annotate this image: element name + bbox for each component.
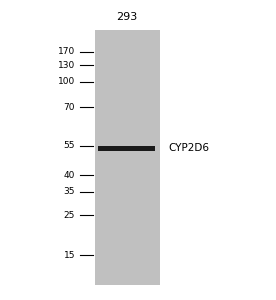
Text: 130: 130 (58, 61, 75, 70)
Text: 70: 70 (63, 103, 75, 112)
Text: 15: 15 (63, 250, 75, 260)
Text: 25: 25 (64, 211, 75, 220)
Text: 100: 100 (58, 77, 75, 86)
Text: 40: 40 (64, 170, 75, 179)
Text: 55: 55 (63, 142, 75, 151)
Text: 170: 170 (58, 47, 75, 56)
Text: 35: 35 (63, 188, 75, 196)
Bar (95, 30, 160, 285)
Bar (98, 146, 155, 151)
Text: 293: 293 (116, 12, 138, 22)
Text: CYP2D6: CYP2D6 (168, 143, 209, 153)
